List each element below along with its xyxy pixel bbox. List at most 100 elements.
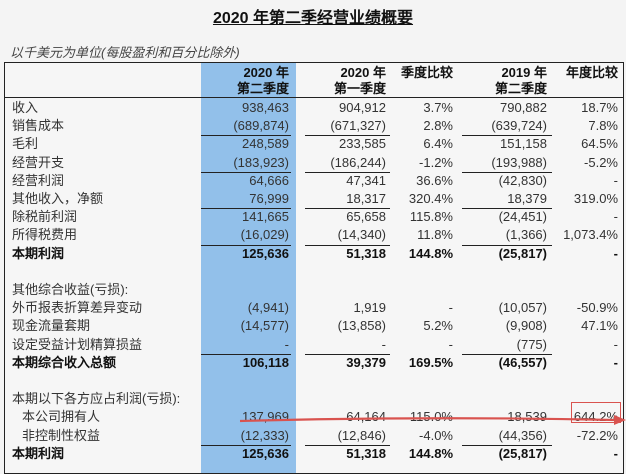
row-label: 收入 xyxy=(12,100,39,115)
row-label: 其他收入，净额 xyxy=(12,191,104,206)
cell-c1: 76,999 xyxy=(249,191,289,206)
cell-c1: (183,923) xyxy=(233,154,289,170)
table-row: 除税前利润 141,665 65,658 115.8% (24,451) - xyxy=(5,208,623,226)
cell-c2: 904,912 xyxy=(339,100,386,115)
cell-c3: 169.5% xyxy=(408,354,453,370)
row-label: 非控制性权益 xyxy=(22,427,101,443)
cell-c4: 18,379 xyxy=(507,191,547,206)
row-label: 其他综合收益(亏损): xyxy=(12,282,129,297)
cell-c2: 39,379 xyxy=(346,354,386,370)
row-label: 所得税费用 xyxy=(12,227,78,243)
table-row: 经营开支 (183,923) (186,244) -1.2% (193,988) -5.2… xyxy=(5,154,623,172)
cell-c3: 11.8% xyxy=(417,227,453,243)
cell-c5: 47.1% xyxy=(581,318,618,334)
highlight-box xyxy=(571,402,621,423)
table-row: 现金流量套期 (14,577) (13,858) 5.2% (9,908) 47.1% xyxy=(5,317,623,335)
cell-c4: 18,539 xyxy=(507,409,547,425)
subtotal-line xyxy=(462,444,552,446)
cell-c2: (671,327) xyxy=(330,118,386,134)
table-row: 销售成本 (689,874) (671,327) 2.8% (639,724) 7.8% xyxy=(5,117,623,135)
results-table: 2020 年 2020 年 季度比较 2019 年 年度比较 第二季度 第一季度… xyxy=(4,62,624,474)
subtotal-line xyxy=(462,353,552,355)
cell-c4: (46,557) xyxy=(498,354,547,370)
row-label: 本期综合收入总额 xyxy=(12,354,117,370)
cell-c4: (193,988) xyxy=(491,154,547,170)
cell-c5: 7.8% xyxy=(588,118,618,134)
table-row: 外币报表折算差异变动 (4,941) 1,919 - (10,057) -50.9% xyxy=(5,299,623,317)
cell-c2: (12,846) xyxy=(337,427,386,443)
cell-c4: (9,908) xyxy=(505,318,547,334)
subtotal-line xyxy=(305,208,390,210)
subtotal-line xyxy=(201,444,291,446)
cell-c5: 64.5% xyxy=(581,136,618,152)
table-row: 经营利润 64,666 47,341 36.6% (42,830) - xyxy=(5,172,623,190)
cell-c3: -4.0% xyxy=(419,427,453,443)
cell-c1: 248,589 xyxy=(242,136,289,152)
table-row: 所得税费用 (16,029) (14,340) 11.8% (1,366) 1,073.4… xyxy=(5,226,623,244)
cell-c2: 18,317 xyxy=(346,191,386,206)
cell-c5: - xyxy=(613,354,618,370)
cell-c2: 64,164 xyxy=(346,409,386,425)
header-yoy: 年度比较 xyxy=(565,65,618,80)
table-row: 本期综合收入总额 106,118 39,379 169.5% (46,557) - xyxy=(5,354,623,372)
row-label: 外币报表折算差异变动 xyxy=(12,300,143,316)
subtotal-line xyxy=(201,208,291,210)
header-row-2: 第二季度 第一季度 第二季度 xyxy=(5,80,623,98)
subtotal-line xyxy=(462,135,552,137)
row-label: 毛利 xyxy=(12,136,39,152)
cell-c1: (14,577) xyxy=(240,318,289,334)
cell-c2: (13,858) xyxy=(337,318,386,334)
cell-c5: - xyxy=(613,209,618,225)
subtotal-line xyxy=(305,444,390,446)
cell-c1: 106,118 xyxy=(242,354,289,370)
subtotal-line xyxy=(305,353,390,355)
cell-c1: 64,666 xyxy=(249,172,289,188)
header-2019q2: 2019 年 xyxy=(501,65,547,80)
cell-c1: (4,941) xyxy=(247,300,289,316)
cell-c2: - xyxy=(381,336,386,352)
cell-c5: -5.2% xyxy=(584,154,618,170)
row-label: 本期利润 xyxy=(12,245,65,261)
subtotal-line xyxy=(462,244,552,246)
cell-c4: (10,057) xyxy=(498,300,547,316)
subtotal-line xyxy=(201,171,291,173)
row-label: 经营利润 xyxy=(12,172,65,188)
subtotal-line xyxy=(305,135,390,137)
cell-c1: (689,874) xyxy=(233,118,289,134)
cell-c2: (14,340) xyxy=(337,227,386,243)
row-label: 除税前利润 xyxy=(12,209,78,225)
subtotal-line xyxy=(201,135,291,137)
cell-c3: 6.4% xyxy=(423,136,453,152)
cell-c2: 51,318 xyxy=(346,245,386,261)
cell-c4: (25,817) xyxy=(498,445,547,461)
cell-c3: 115.8% xyxy=(409,209,453,225)
cell-c5: 1,073.4% xyxy=(563,227,618,243)
subtotal-line xyxy=(462,208,552,210)
cell-c4: (1,366) xyxy=(505,227,547,243)
row-label: 本期以下各方应占利润(亏损): xyxy=(12,391,181,407)
subtotal-line xyxy=(305,171,390,173)
cell-c3: 115.0% xyxy=(409,409,453,425)
subtotal-line xyxy=(201,353,291,355)
table-row: 毛利 248,589 233,585 6.4% 151,158 64.5% xyxy=(5,135,623,153)
cell-c4: 151,158 xyxy=(500,136,547,152)
row-label: 本期利润 xyxy=(12,445,65,461)
cell-c2: 51,318 xyxy=(346,445,386,461)
header-2020q1: 2020 年 xyxy=(340,65,386,80)
red-arrow-annotation xyxy=(239,415,626,425)
cell-c4: (775) xyxy=(516,336,547,352)
report-title: 2020 年第二季经营业绩概要 xyxy=(212,10,414,27)
table-row: 本期利润 125,636 51,318 144.8% (25,817) - xyxy=(5,445,623,463)
cell-c3: 5.2% xyxy=(423,318,453,334)
cell-c3: -1.2% xyxy=(419,154,453,170)
cell-c3: 3.7% xyxy=(423,100,453,115)
subtotal-line xyxy=(462,171,552,173)
cell-c5: - xyxy=(613,245,618,261)
cell-c5: -50.9% xyxy=(576,300,618,316)
row-label: 现金流量套期 xyxy=(12,318,91,334)
cell-c2: 233,585 xyxy=(339,136,386,152)
units-note: 以千美元为单位(每股盈利和百分比除外) xyxy=(10,45,240,60)
cell-c5: 18.7% xyxy=(581,100,618,115)
cell-c5: - xyxy=(613,445,618,461)
cell-c5: 319.0% xyxy=(573,191,618,206)
